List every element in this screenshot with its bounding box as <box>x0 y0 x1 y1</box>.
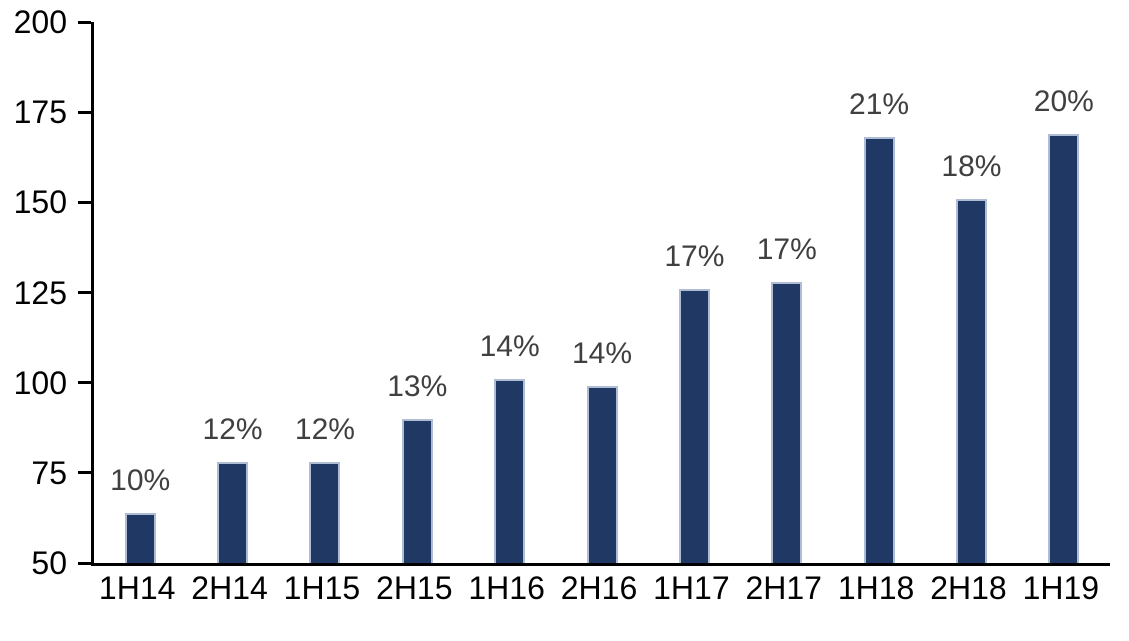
y-axis-tick-label: 50 <box>31 545 67 581</box>
y-axis-tick-label: 175 <box>13 94 67 131</box>
bar-2H17 <box>771 281 803 563</box>
bar-2H14 <box>217 462 249 563</box>
y-axis-tick <box>78 291 91 294</box>
bar-value-label: 13% <box>387 369 448 403</box>
bar-2H18 <box>955 198 987 563</box>
bar-value-label: 21% <box>849 88 910 122</box>
y-axis-tick <box>78 20 91 24</box>
bar-2H15 <box>401 418 433 563</box>
bar-2H16 <box>586 386 618 563</box>
bar-1H17 <box>678 288 710 563</box>
x-axis-category-label: 2H18 <box>930 570 1007 606</box>
x-axis-category-label: 2H17 <box>745 570 822 606</box>
x-axis-category-label: 1H16 <box>468 570 545 606</box>
y-axis-tick-label: 150 <box>13 184 67 221</box>
bar-1H18 <box>863 137 895 563</box>
bar-1H19 <box>1048 133 1080 563</box>
bar-1H15 <box>309 462 341 563</box>
x-axis-category-label: 2H15 <box>376 570 453 606</box>
bar-value-label: 12% <box>202 413 263 447</box>
x-axis-category-label: 1H19 <box>1022 570 1100 606</box>
y-axis-tick <box>78 381 91 385</box>
y-axis-tick-label: 200 <box>13 4 67 40</box>
x-axis-category-label: 1H18 <box>837 570 915 606</box>
bar-1H14 <box>124 512 156 563</box>
y-axis-tick <box>78 200 91 204</box>
y-axis-tick-label: 125 <box>13 274 67 311</box>
bar-value-label: 18% <box>941 149 1002 183</box>
y-axis-tick-label: 75 <box>31 454 67 491</box>
y-axis-tick <box>78 561 91 565</box>
x-axis-category-label: 2H16 <box>560 570 638 606</box>
bar-1H16 <box>494 379 526 563</box>
bar-value-label: 14% <box>571 337 633 371</box>
x-axis-category-label: 2H14 <box>191 570 268 606</box>
y-axis-tick-label: 100 <box>13 364 67 401</box>
plot-area: 50 75 100 125 150 175 200 10% 12% 12% 13% 14% 14% 17… <box>14 6 1110 579</box>
bar-value-label: 14% <box>479 330 540 364</box>
x-axis-category-label: 1H17 <box>653 570 730 606</box>
x-axis-category-label: 1H15 <box>283 570 361 606</box>
bar-value-label: 10% <box>110 463 171 497</box>
x-axis-category-label: 1H14 <box>98 570 176 606</box>
bar-value-label: 17% <box>756 232 817 266</box>
bar-value-label: 20% <box>1033 84 1094 118</box>
bar-value-label: 12% <box>294 413 355 447</box>
bar-value-label: 17% <box>664 239 725 273</box>
y-axis-tick <box>78 471 91 475</box>
y-axis-tick <box>78 110 91 114</box>
